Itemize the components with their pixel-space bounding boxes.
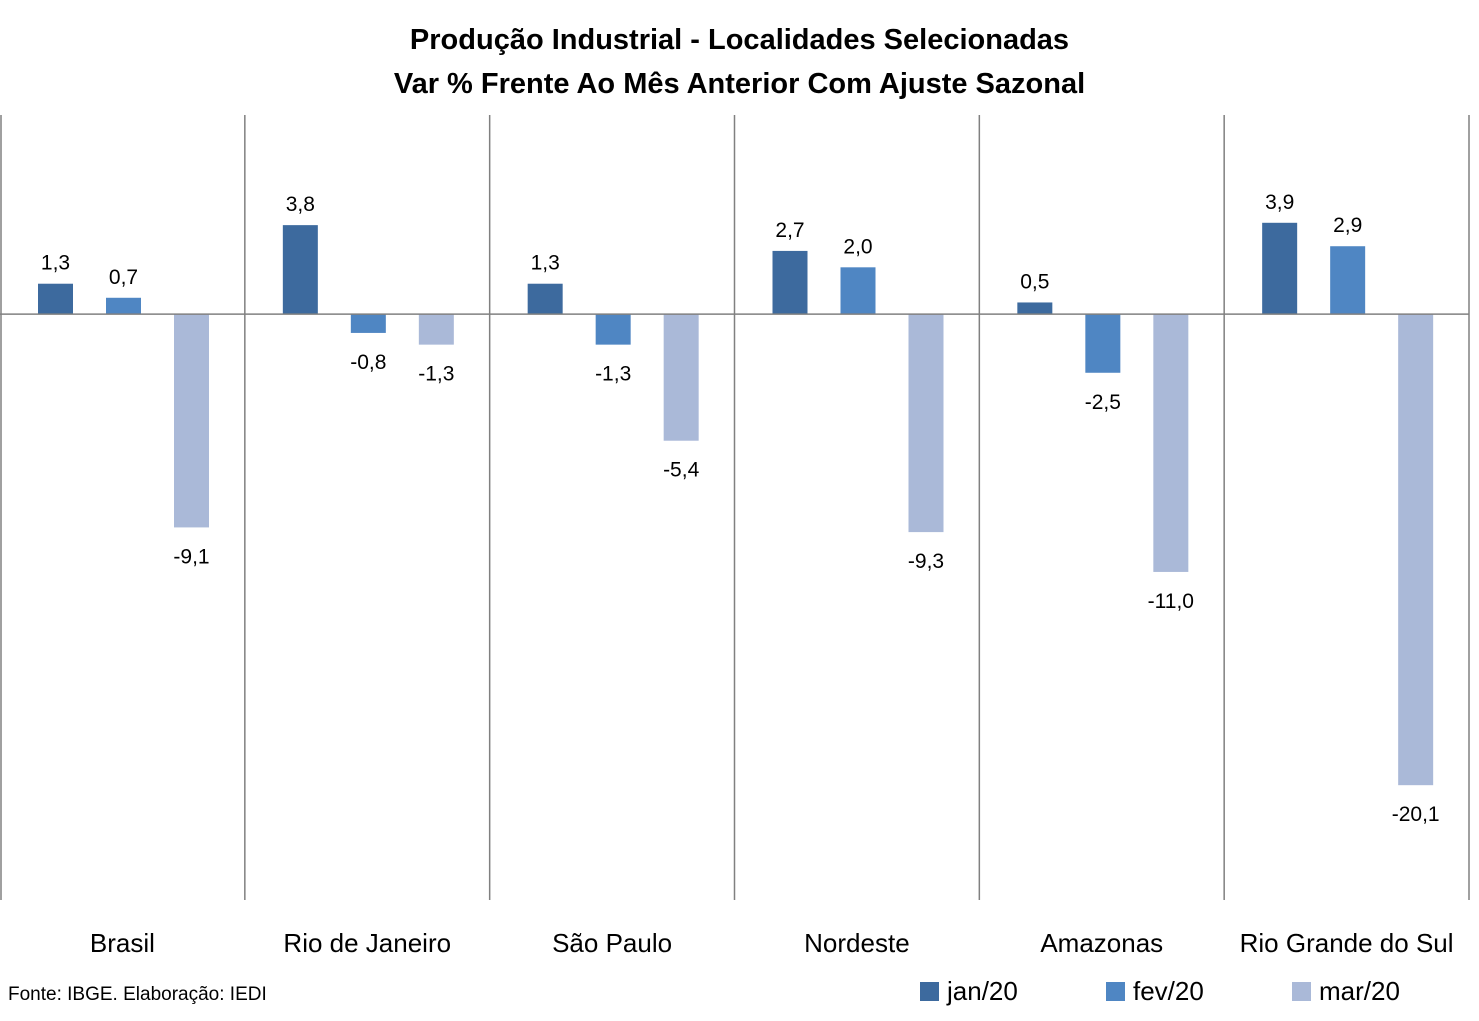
chart-title: Produção Industrial - Localidades Seleci…: [0, 18, 1479, 106]
bar: [1398, 314, 1434, 786]
data-label: 3,8: [286, 193, 315, 216]
bar: [1085, 314, 1121, 373]
legend-swatch: [1292, 982, 1311, 1001]
category-label: Rio de Janeiro: [283, 928, 451, 958]
legend-label: fev/20: [1133, 976, 1204, 1006]
category-labels: Brasil Rio de Janeiro São Paulo Nordeste Ama…: [90, 928, 1454, 958]
bar: [282, 225, 318, 315]
category-label: Rio Grande do Sul: [1240, 928, 1454, 958]
chart-title-line1: Produção Industrial - Localidades Seleci…: [409, 24, 1070, 56]
legend-item: mar/20: [1292, 976, 1478, 1007]
bar: [840, 267, 876, 315]
bar: [1017, 302, 1053, 315]
category-label: São Paulo: [552, 928, 672, 958]
data-labels: 1,3 0,7 -9,1 3,8 -0,8 -1,3 1,3 -1,3 -5,4 2,7 2,0 -9…: [41, 191, 1440, 826]
data-label: -5,4: [663, 459, 700, 482]
bar: [174, 314, 209, 528]
data-label: -0,8: [350, 351, 386, 374]
bar: [595, 314, 631, 345]
category-label: Brasil: [90, 928, 155, 958]
bar: [1330, 246, 1366, 315]
data-label: 0,7: [109, 266, 138, 289]
data-label: 3,9: [1265, 191, 1294, 214]
data-label: -1,3: [595, 363, 631, 386]
legend-item: fev/20: [1106, 976, 1292, 1007]
legend-item: jan/20: [920, 976, 1106, 1007]
data-label: -9,1: [173, 545, 209, 568]
data-label: -1,3: [418, 363, 454, 386]
bar: [350, 314, 386, 333]
data-label: -9,3: [908, 550, 944, 573]
data-label: 2,9: [1333, 214, 1362, 237]
category-label: Nordeste: [804, 928, 910, 958]
legend-label: jan/20: [947, 976, 1018, 1006]
data-label: 2,7: [775, 219, 804, 242]
data-label: -11,0: [1148, 590, 1194, 613]
bar: [1153, 314, 1189, 572]
bar: [663, 314, 699, 441]
legend-label: mar/20: [1319, 976, 1400, 1006]
data-label: -2,5: [1085, 391, 1121, 414]
bar: [908, 314, 944, 533]
data-label: 1,3: [41, 252, 70, 275]
data-label: 2,0: [843, 235, 872, 258]
bar: [772, 250, 808, 315]
data-label: -20,1: [1392, 803, 1440, 826]
legend-swatch: [920, 982, 939, 1001]
bar: [106, 297, 141, 315]
category-label: Amazonas: [1040, 928, 1163, 958]
bar: [38, 283, 73, 315]
legend-swatch: [1106, 982, 1125, 1001]
data-label: 1,3: [531, 252, 560, 275]
chart-subtitle: Var % Frente Ao Mês Anterior Com Ajuste …: [393, 68, 1086, 100]
category-separators: [0, 115, 1470, 900]
bars: [38, 222, 1434, 786]
data-label: 0,5: [1020, 270, 1049, 293]
source-note: Fonte: IBGE. Elaboração: IEDI: [8, 984, 267, 1005]
bar: [418, 314, 454, 345]
bar: [1262, 222, 1298, 315]
legend: jan/20 fev/20 mar/20: [920, 976, 1478, 1007]
bar: [527, 283, 563, 315]
